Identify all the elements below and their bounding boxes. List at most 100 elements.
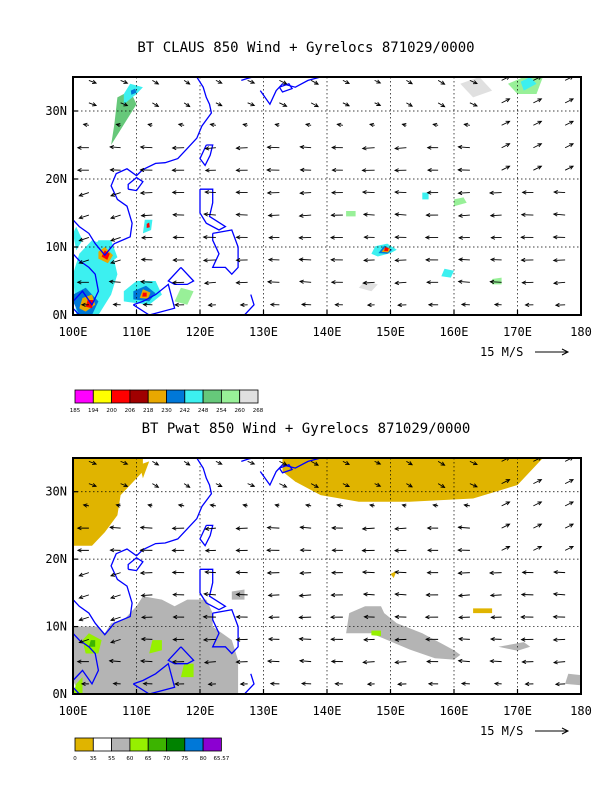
wind-vector bbox=[524, 681, 534, 687]
wind-vector bbox=[524, 302, 534, 308]
x-tick-label: 110E bbox=[122, 325, 151, 339]
wind-vector bbox=[457, 279, 470, 284]
coastline bbox=[278, 83, 294, 93]
wind-vector bbox=[564, 545, 575, 551]
wind-vector bbox=[235, 190, 248, 195]
wind-vector bbox=[80, 681, 89, 687]
wind-vector bbox=[489, 659, 502, 664]
wind-vector bbox=[426, 659, 439, 664]
wind-vector bbox=[520, 592, 534, 597]
wind-vector bbox=[299, 570, 312, 576]
wind-vector bbox=[88, 483, 98, 488]
colorbar-label: 260 bbox=[234, 408, 245, 414]
wind-vector bbox=[76, 548, 89, 553]
wind-vector bbox=[334, 681, 343, 687]
wind-vector bbox=[330, 659, 343, 664]
wind-vector bbox=[78, 237, 90, 242]
wind-vector bbox=[152, 483, 160, 488]
wind-vector bbox=[235, 280, 248, 285]
wind-vector bbox=[533, 143, 543, 149]
wind-vector bbox=[489, 636, 502, 642]
wind-vector bbox=[110, 192, 121, 197]
wind-vector bbox=[139, 190, 153, 196]
wind-vector bbox=[139, 658, 153, 664]
wind-vector bbox=[457, 257, 470, 262]
wind-vector bbox=[298, 213, 312, 218]
wind-vector bbox=[460, 681, 470, 686]
wind-vector bbox=[493, 302, 502, 307]
colorbar-label: 248 bbox=[198, 408, 209, 414]
wind-vector bbox=[115, 122, 121, 128]
wind-vector bbox=[368, 122, 375, 128]
wind-vector bbox=[299, 525, 312, 530]
wind-vector bbox=[310, 483, 320, 488]
wind-vector bbox=[394, 592, 407, 597]
wind-vector bbox=[298, 257, 312, 262]
y-tick-label: 10N bbox=[45, 240, 67, 254]
wind-vector bbox=[140, 213, 153, 218]
colorbar-swatch bbox=[184, 737, 204, 752]
wind-vector bbox=[533, 165, 543, 171]
wind-vector bbox=[266, 279, 280, 285]
wind-vector bbox=[120, 483, 129, 488]
wind-vector bbox=[426, 570, 439, 575]
coastline bbox=[73, 307, 80, 315]
wind-vector bbox=[501, 479, 511, 485]
wind-vector bbox=[152, 80, 160, 85]
wind-vector bbox=[110, 594, 121, 600]
wind-vector bbox=[140, 615, 153, 620]
wind-vector bbox=[247, 79, 256, 84]
coastline bbox=[127, 557, 144, 572]
wind-vector bbox=[147, 122, 153, 128]
wind-vector bbox=[564, 143, 575, 149]
wind-vector bbox=[183, 102, 191, 108]
vector-reference-label: 15 M/S bbox=[480, 724, 523, 738]
wind-vector bbox=[298, 615, 312, 620]
wind-vector bbox=[368, 503, 375, 508]
colorbar-swatch bbox=[111, 389, 131, 404]
coastline bbox=[211, 608, 239, 655]
wind-vector bbox=[554, 302, 566, 308]
wind-vector bbox=[406, 80, 413, 85]
colorbar-swatch bbox=[74, 389, 94, 404]
wind-vector bbox=[299, 547, 312, 553]
wind-vector bbox=[110, 237, 121, 242]
wind-vector bbox=[266, 659, 280, 664]
wind-vector bbox=[235, 235, 248, 240]
wind-vector bbox=[247, 460, 256, 465]
shaded-field bbox=[111, 90, 137, 145]
wind-vector bbox=[298, 235, 312, 240]
wind-vector bbox=[521, 570, 534, 575]
wind-vector bbox=[336, 122, 343, 127]
wind-vector bbox=[279, 79, 288, 85]
wind-vector bbox=[235, 659, 248, 665]
wind-vector bbox=[235, 570, 248, 575]
wind-vector bbox=[425, 212, 439, 218]
wind-vector bbox=[564, 523, 575, 529]
wind-vector bbox=[457, 547, 470, 553]
wind-vector bbox=[110, 214, 121, 220]
wind-vector bbox=[88, 79, 98, 84]
coastline bbox=[241, 458, 256, 463]
wind-vector bbox=[521, 190, 534, 195]
shaded-field bbox=[174, 606, 194, 620]
coastline bbox=[73, 458, 213, 636]
x-tick-label: 120E bbox=[186, 704, 215, 718]
wind-vector bbox=[489, 257, 502, 262]
colorbar-swatch bbox=[166, 737, 186, 752]
wind-vector bbox=[361, 526, 375, 531]
wind-vector bbox=[564, 120, 575, 126]
shaded-field bbox=[498, 642, 531, 651]
wind-vector bbox=[463, 122, 470, 127]
shaded-field bbox=[123, 83, 143, 105]
wind-vector bbox=[76, 659, 89, 664]
wind-vector bbox=[406, 102, 413, 107]
wind-vector bbox=[564, 479, 575, 485]
wind-vector bbox=[426, 548, 439, 553]
wind-vector bbox=[140, 257, 153, 262]
wind-vector bbox=[457, 636, 470, 642]
shaded-field bbox=[346, 606, 461, 660]
wind-vector bbox=[310, 460, 319, 466]
coastline bbox=[241, 77, 256, 82]
wind-vector bbox=[401, 503, 407, 508]
